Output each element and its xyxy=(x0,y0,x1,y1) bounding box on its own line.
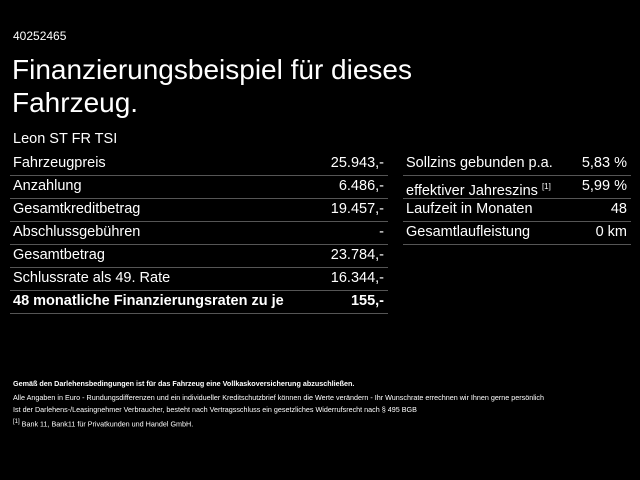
table-row: Gesamtbetrag 23.784,- xyxy=(10,244,388,268)
row-label-text: Gesamtlaufleistung xyxy=(406,224,531,240)
row-label-text: 48 monatliche Finanzierungsraten zu je xyxy=(13,293,284,309)
row-value: 25.943,- xyxy=(330,155,384,171)
table-row: Fahrzeugpreis 25.943,- xyxy=(10,152,388,176)
row-value: 0 km xyxy=(595,224,627,240)
row-label-text: Fahrzeugpreis xyxy=(13,155,106,171)
row-label-text: effektiver Jahreszins xyxy=(406,182,538,199)
footer-line: Ist der Darlehens-/Leasingnehmer Verbrau… xyxy=(13,405,417,414)
row-label: Anzahlung xyxy=(13,175,82,198)
title: Finanzierungsbeispiel für dieses xyxy=(12,54,412,85)
footnote: [1] Bank 11, Bank11 für Privatkunden und… xyxy=(13,419,193,428)
footer-note: Gemäß den Darlehensbedingungen ist für d… xyxy=(13,379,355,388)
row-value: 155,- xyxy=(350,293,384,309)
row-label-text: Abschlussgebühren xyxy=(13,224,141,240)
row-value: 6.486,- xyxy=(338,178,384,194)
table-row: Sollzins gebunden p.a. 5,83 % xyxy=(403,152,631,176)
row-label: Abschlussgebühren xyxy=(13,221,140,244)
row-value: 16.344,- xyxy=(330,270,384,286)
row-label: Schlussrate als 49. Rate xyxy=(13,267,170,290)
row-value: 48 xyxy=(610,201,627,217)
footnote-ref: [1] xyxy=(13,419,20,425)
table-row: Schlussrate als 49. Rate 16.344,- xyxy=(10,267,388,291)
row-label: Gesamtkreditbetrag xyxy=(13,198,140,221)
table-row: Laufzeit in Monaten 48 xyxy=(403,198,631,222)
row-label-text: Schlussrate als 49. Rate xyxy=(13,270,171,286)
row-label: Gesamtlaufleistung xyxy=(406,221,530,244)
row-label: Sollzins gebunden p.a. xyxy=(406,152,553,175)
table-row: effektiver Jahreszins [1] 5,99 % xyxy=(403,175,631,199)
row-value: 5,83 % xyxy=(581,155,627,171)
table-row: Anzahlung 6.486,- xyxy=(10,175,388,199)
title: Fahrzeug. xyxy=(12,87,139,118)
row-label: effektiver Jahreszins [1] xyxy=(406,175,551,203)
id: 40252465 xyxy=(13,29,67,43)
row-label-text: Sollzins gebunden p.a. xyxy=(406,155,553,171)
row-label-text: Gesamtbetrag xyxy=(13,247,105,263)
row-value: 23.784,- xyxy=(330,247,384,263)
model: Leon ST FR TSI xyxy=(13,131,118,147)
row-value: - xyxy=(379,224,384,240)
row-label-text: Gesamtkreditbetrag xyxy=(13,201,141,217)
footer-line: Alle Angaben in Euro - Rundungsdifferenz… xyxy=(13,393,544,402)
row-label: Laufzeit in Monaten xyxy=(406,198,533,221)
footnote-text: Bank 11, Bank11 für Privatkunden und Han… xyxy=(21,419,194,429)
row-value: 5,99 % xyxy=(581,178,627,194)
note-ref: [1] xyxy=(541,182,551,191)
table-row: Gesamtlaufleistung 0 km xyxy=(403,221,631,245)
row-label: Gesamtbetrag xyxy=(13,244,105,267)
table-row: Gesamtkreditbetrag 19.457,- xyxy=(10,198,388,222)
row-label: 48 monatliche Finanzierungsraten zu je xyxy=(13,290,284,313)
row-value: 19.457,- xyxy=(330,201,384,217)
table-row: Abschlussgebühren - xyxy=(10,221,388,245)
row-label-text: Anzahlung xyxy=(13,178,82,194)
row-label-text: Laufzeit in Monaten xyxy=(406,201,533,217)
table-row: 48 monatliche Finanzierungsraten zu je 15… xyxy=(10,290,388,314)
row-label: Fahrzeugpreis xyxy=(13,152,106,175)
